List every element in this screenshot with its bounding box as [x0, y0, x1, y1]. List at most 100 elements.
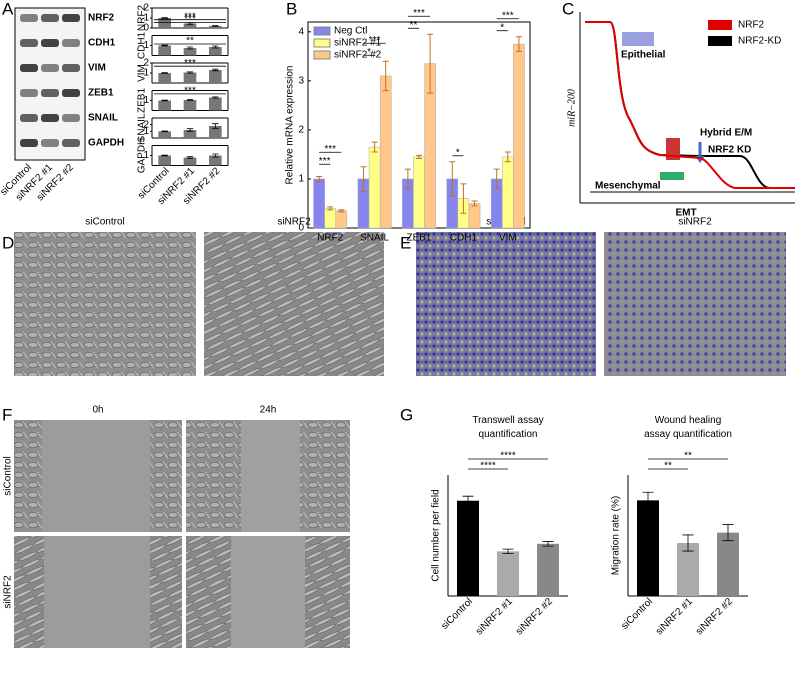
bar — [209, 70, 222, 83]
bar — [537, 543, 559, 596]
significance-label: ** — [684, 451, 692, 462]
y-axis-label: NRF2 — [137, 5, 148, 32]
y-tick-label: 1 — [143, 13, 149, 24]
error-bar — [212, 25, 219, 27]
blot-band — [20, 64, 38, 72]
bar — [468, 203, 481, 229]
significance-label: *** — [319, 156, 331, 167]
arrow-label: NRF2 KD — [708, 145, 751, 156]
panel-label: F — [2, 405, 12, 424]
y-axis-label: CDH1 — [137, 31, 148, 59]
column-label: siControl — [85, 217, 124, 228]
error-bar — [212, 45, 219, 49]
bar — [677, 542, 699, 596]
legend-label: NRF2-KD — [738, 36, 781, 47]
bar — [209, 155, 222, 166]
legend-swatch — [708, 20, 732, 30]
panel-label: D — [2, 233, 14, 252]
blot-band — [41, 14, 59, 22]
error-bar — [161, 99, 168, 102]
legend-swatch — [708, 36, 732, 46]
y-tick-label: 2 — [143, 3, 149, 14]
blot-band — [20, 39, 38, 47]
error-bar — [722, 524, 734, 542]
significance-label: ** — [664, 461, 672, 472]
bar — [183, 157, 197, 166]
error-bar — [642, 491, 654, 509]
significance-label: *** — [502, 10, 514, 21]
y-tick-label: 2 — [298, 125, 304, 136]
x-tick-label: ZEB1 — [406, 233, 431, 244]
micrograph — [204, 232, 384, 376]
bar — [183, 100, 197, 111]
significance-label: * — [456, 147, 460, 158]
legend-label: siNRF2 #2 — [334, 50, 382, 61]
bar — [183, 72, 197, 83]
bar — [209, 97, 222, 111]
y-tick-label: 1 — [143, 95, 149, 106]
bar — [368, 146, 381, 229]
legend-label: Neg Ctl — [334, 26, 367, 37]
bar — [183, 48, 197, 56]
significance-label: * — [500, 22, 504, 33]
error-bar — [186, 71, 194, 74]
y-axis-label: miR−200 — [566, 89, 577, 127]
bar — [324, 208, 336, 229]
state-label: Hybrid E/M — [700, 128, 752, 139]
y-axis-label: ZEB1 — [137, 88, 148, 113]
blot-band — [20, 89, 38, 97]
row-label: siNRF2 — [3, 575, 14, 609]
blot-band — [20, 139, 38, 147]
significance-label: *** — [184, 11, 196, 22]
blot-band — [62, 39, 80, 47]
y-axis-label: Relative mRNA expression — [285, 66, 296, 185]
bar — [313, 178, 325, 229]
blot-band — [41, 114, 59, 122]
blot-band — [62, 64, 80, 72]
chart-title: Wound healing assay quantification — [644, 415, 732, 440]
legend-label: NRF2 — [738, 20, 765, 31]
x-tick-label: NRF2 — [317, 233, 344, 244]
error-bar — [382, 60, 389, 92]
bar — [497, 551, 519, 596]
y-tick-label: 2 — [143, 119, 149, 130]
bar — [158, 155, 171, 166]
y-tick-label: 1 — [298, 174, 304, 185]
western-blot — [14, 7, 86, 161]
protein-label: CDH1 — [88, 38, 116, 49]
bar — [183, 130, 197, 138]
bar — [717, 532, 739, 596]
protein-label: ZEB1 — [88, 88, 114, 99]
bar — [209, 47, 222, 56]
chart-title: Transwell assay quantification — [472, 415, 543, 440]
significance-label: **** — [480, 461, 496, 472]
protein-label: SNAIL — [88, 113, 118, 124]
error-bar — [161, 72, 168, 74]
blot-band — [41, 139, 59, 147]
error-bar — [504, 151, 511, 163]
x-axis-label: EMT — [675, 208, 696, 219]
blot-band — [41, 89, 59, 97]
bar — [413, 156, 425, 229]
bar — [502, 156, 514, 229]
legend-swatch — [313, 38, 331, 48]
error-bar — [327, 206, 334, 211]
column-label: siNRF2 — [678, 217, 712, 228]
error-bar — [682, 534, 694, 552]
micrograph — [14, 232, 196, 376]
legend-label: siNRF2 #1 — [334, 38, 382, 49]
blot-band — [62, 14, 80, 22]
panel-label: A — [2, 0, 14, 18]
panel-label: C — [562, 0, 574, 18]
protein-label: NRF2 — [88, 13, 115, 24]
bar — [158, 131, 171, 138]
wound-images — [14, 420, 350, 648]
error-bar — [515, 36, 522, 52]
significance-label: *** — [184, 58, 196, 69]
blot-band — [20, 114, 38, 122]
x-tick-label: siNRF2 #1 — [654, 596, 695, 637]
significance-label: *** — [184, 14, 196, 25]
y-tick-label: 1 — [143, 68, 149, 79]
y-axis-label: Cell number per field — [431, 489, 442, 581]
